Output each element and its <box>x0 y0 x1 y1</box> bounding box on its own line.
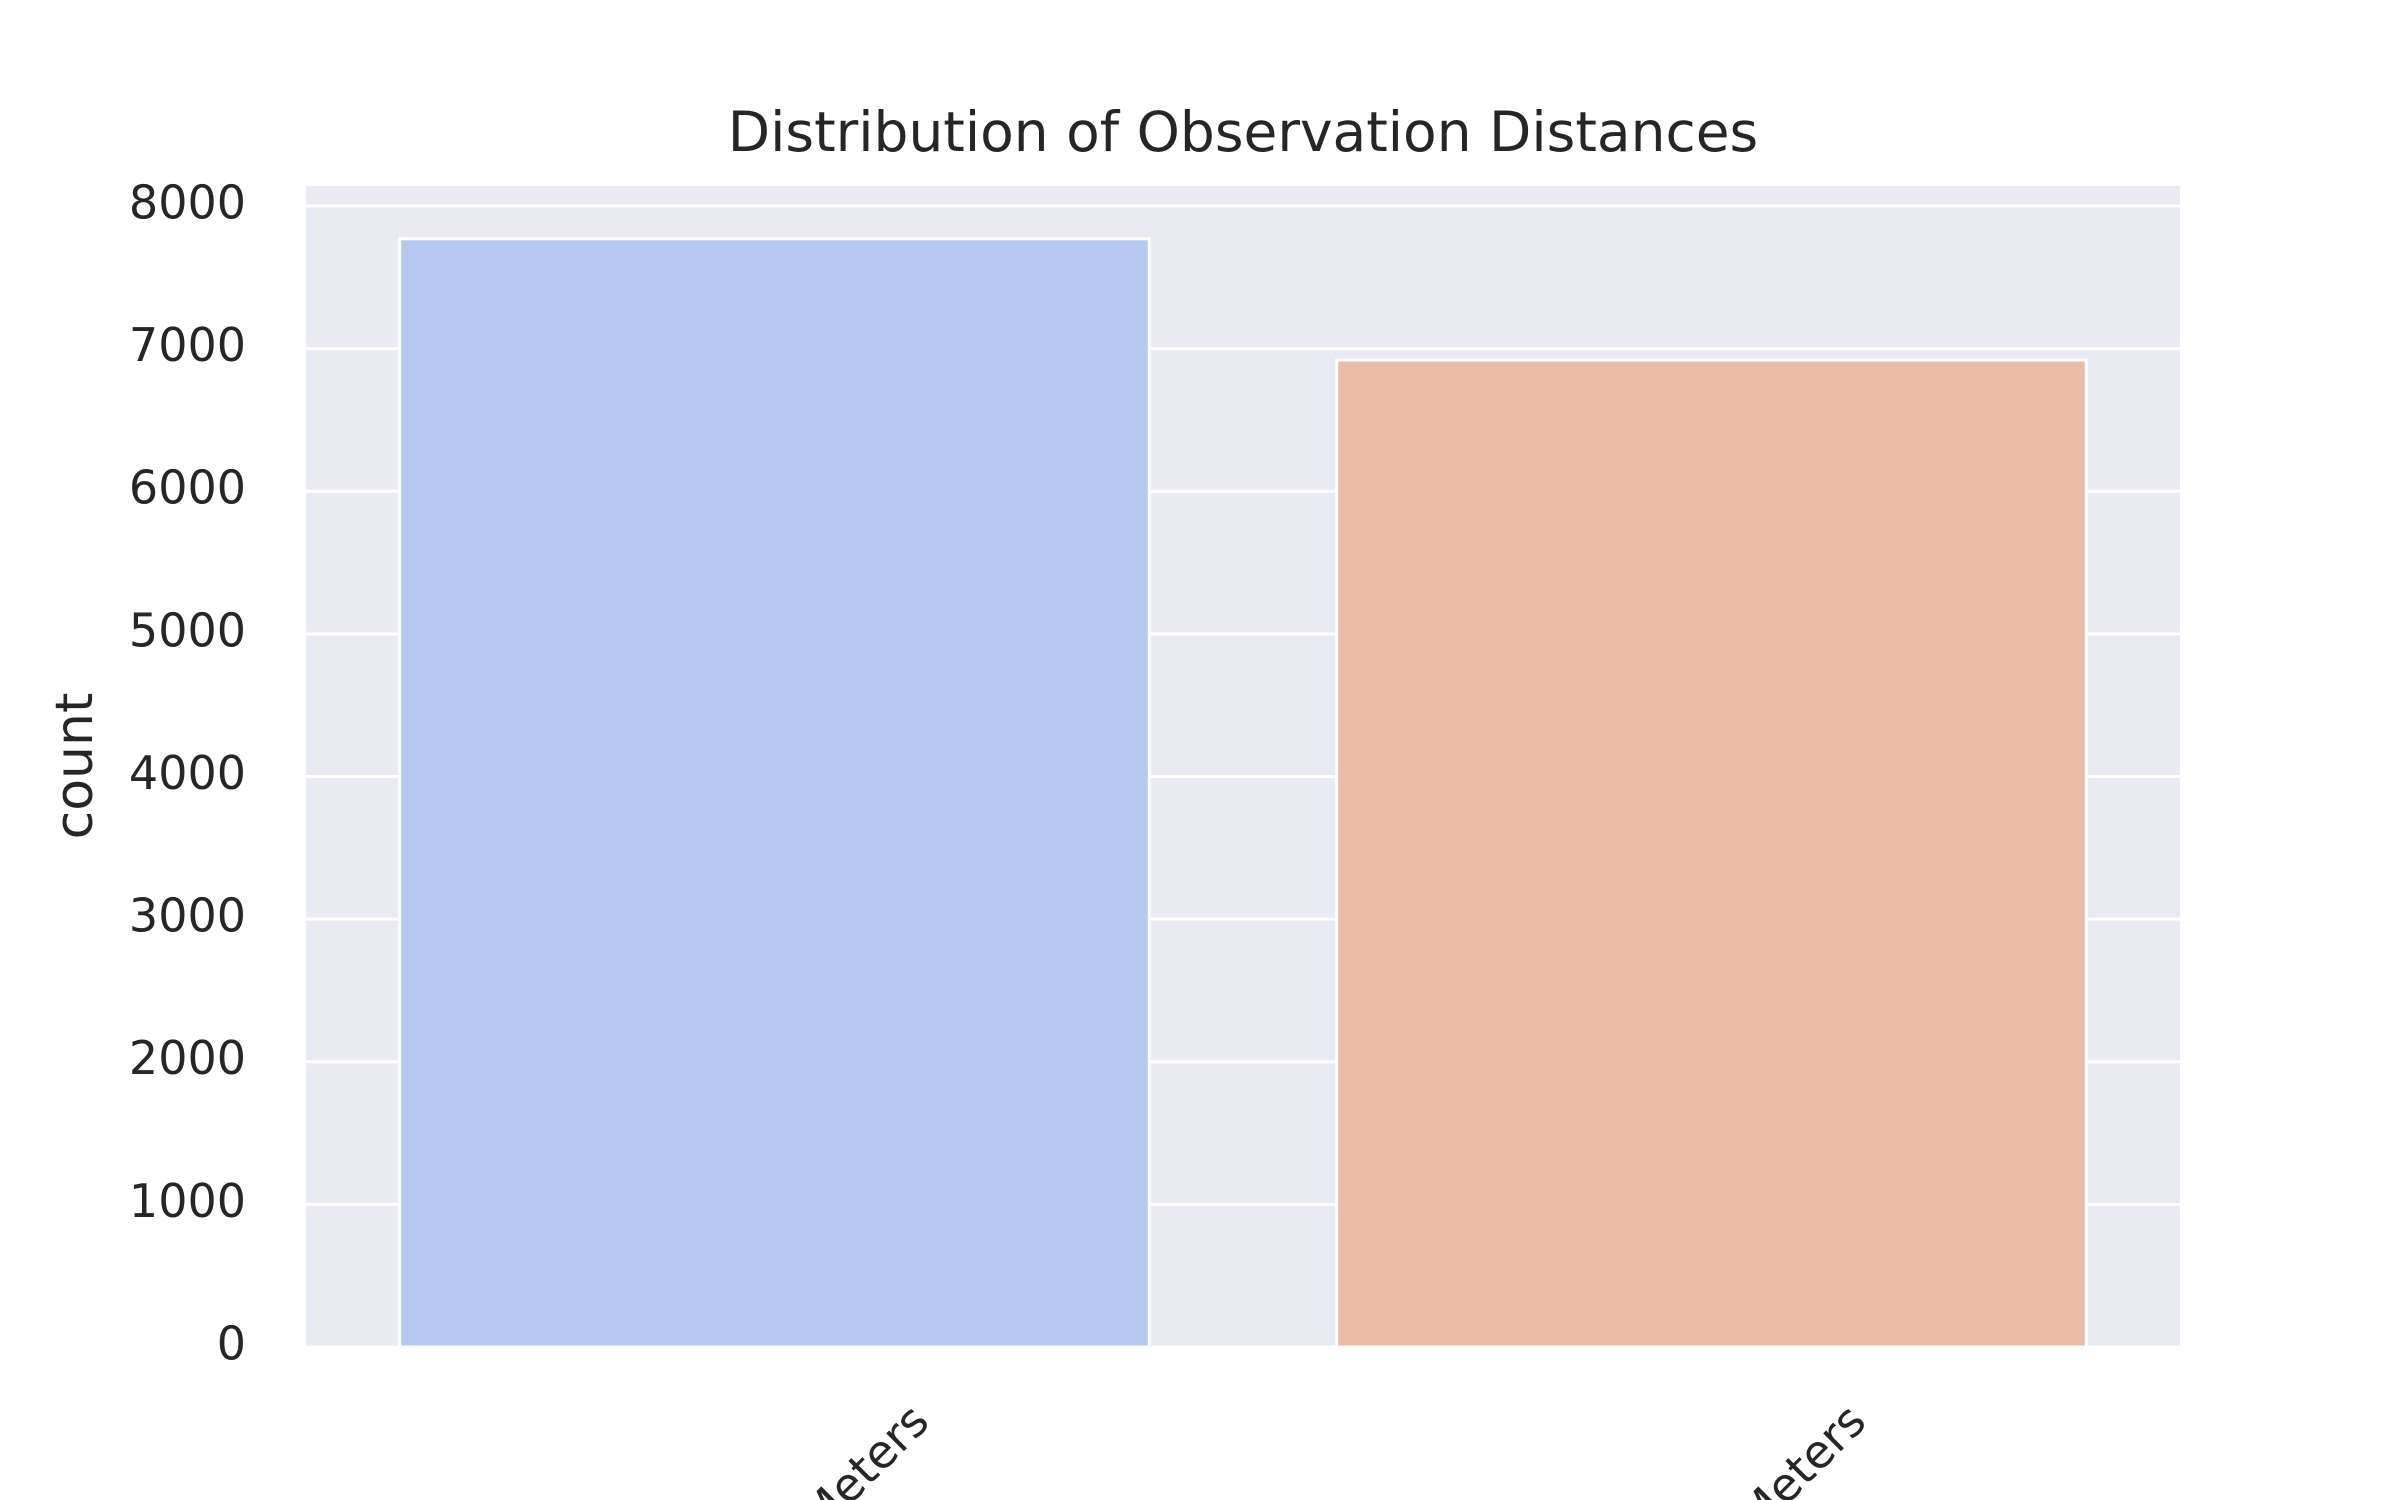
x-tick-label: Meters <box>790 1393 939 1500</box>
x-tick-label: Meters <box>1727 1393 1876 1500</box>
chart-title: Distribution of Observation Distances <box>728 100 1758 164</box>
y-tick-label: 3000 <box>129 889 246 943</box>
y-tick-label: 0 <box>217 1317 246 1371</box>
y-tick-label: 8000 <box>129 175 246 229</box>
y-tick-label: 4000 <box>129 746 246 800</box>
y-tick-label: 1000 <box>129 1174 246 1228</box>
y-tick-label: 7000 <box>129 318 246 372</box>
y-tick-label: 5000 <box>129 603 246 657</box>
y-tick-label: 6000 <box>129 461 246 515</box>
bar <box>1335 358 2088 1349</box>
y-axis-label: count <box>45 693 105 840</box>
bar <box>398 237 1151 1349</box>
y-tick-label: 2000 <box>129 1031 246 1085</box>
